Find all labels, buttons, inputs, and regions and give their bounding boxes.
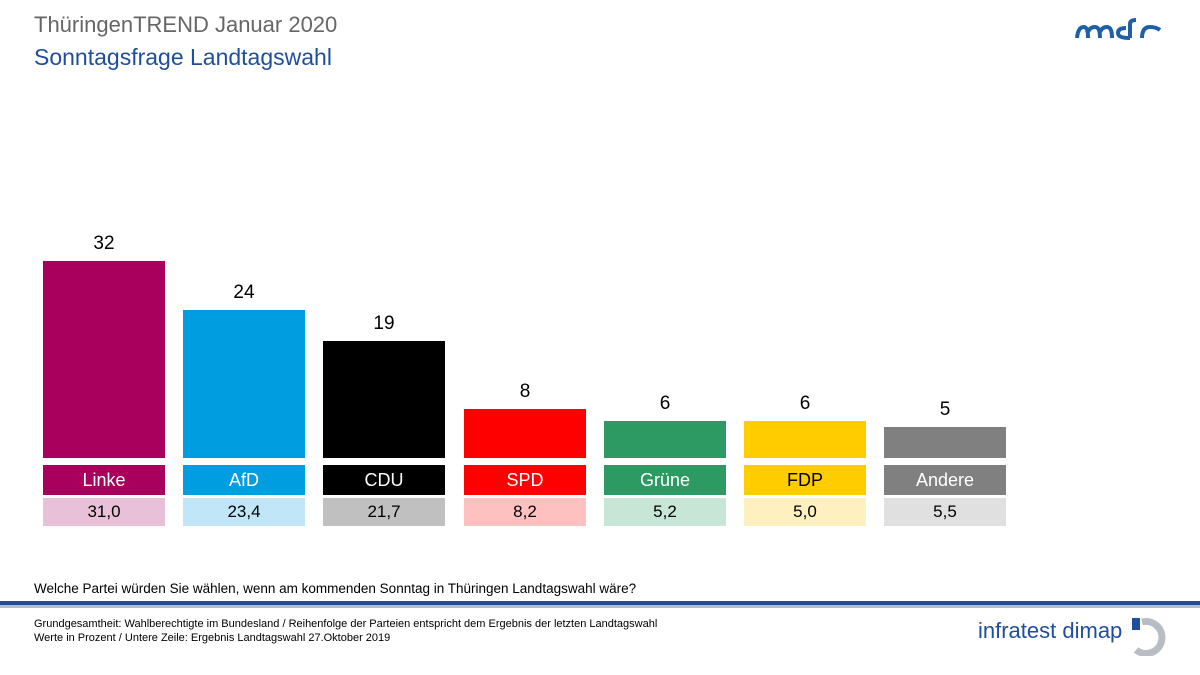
previous-result: 23,4 [183, 498, 305, 526]
bar-afd [183, 310, 305, 458]
value-label: 24 [233, 282, 255, 303]
category-label: CDU [323, 465, 445, 495]
bar-spd [464, 409, 586, 458]
divider-gray [0, 605, 1200, 608]
category-label: Linke [43, 465, 165, 495]
previous-result: 5,0 [744, 498, 866, 526]
bar-linke [43, 261, 165, 458]
value-label: 6 [799, 393, 811, 414]
previous-result: 5,2 [604, 498, 726, 526]
mdr-logo-icon [1075, 18, 1162, 40]
infratest-dimap-logo-icon [1132, 618, 1166, 656]
value-label: 6 [659, 393, 671, 414]
chart-title: ThüringenTREND Januar 2020 [34, 12, 338, 37]
category-label: Grüne [604, 465, 726, 495]
previous-result: 8,2 [464, 498, 586, 526]
divider-blue [0, 601, 1200, 605]
value-label: 8 [519, 381, 531, 402]
category-label: Andere [884, 465, 1006, 495]
bar-fdp [744, 421, 866, 458]
previous-result: 5,5 [884, 498, 1006, 526]
category-label: SPD [464, 465, 586, 495]
bar-andere [884, 427, 1006, 458]
footnote-1: Grundgesamtheit: Wahlberechtigte im Bund… [34, 618, 658, 630]
bar-cdu [323, 341, 445, 458]
value-label: 5 [939, 399, 951, 420]
infratest-dimap-brand: infratest dimap [978, 618, 1123, 643]
category-label: AfD [183, 465, 305, 495]
previous-result: 31,0 [43, 498, 165, 526]
bar-grüne [604, 421, 726, 458]
previous-result: 21,7 [323, 498, 445, 526]
footnote-2: Werte in Prozent / Untere Zeile: Ergebni… [34, 632, 391, 644]
chart-subtitle: Sonntagsfrage Landtagswahl [34, 44, 332, 70]
value-label: 19 [373, 313, 395, 334]
value-label: 32 [93, 233, 115, 254]
category-label: FDP [744, 465, 866, 495]
survey-question: Welche Partei würden Sie wählen, wenn am… [34, 581, 637, 596]
